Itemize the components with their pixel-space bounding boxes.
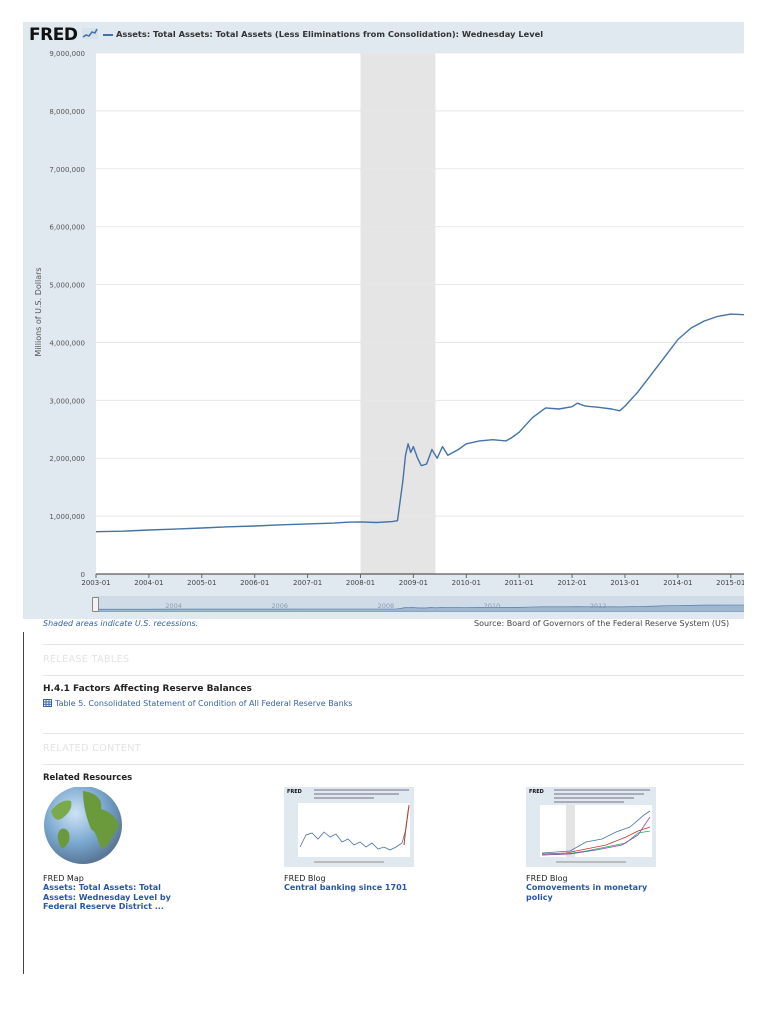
resource-type: FRED Blog <box>284 874 326 883</box>
resource-card[interactable]: FRED FRED Blog Comovements in monetary p… <box>526 787 676 902</box>
navigator-label: 2012 <box>590 602 607 610</box>
y-tick-label: 4,000,000 <box>49 339 85 347</box>
x-tick-label: 2005-01 <box>187 579 216 587</box>
navigator-label: 2004 <box>165 602 182 610</box>
svg-text:FRED: FRED <box>287 789 302 795</box>
range-navigator[interactable]: 2004 2006 2008 2010 2012 <box>93 596 753 613</box>
chart-frame: FRED Assets: Total Assets: Total Assets … <box>23 22 753 619</box>
resource-title-link[interactable]: Central banking since 1701 <box>284 883 408 892</box>
resource-card[interactable]: FRED FRED Blog Central banking since 170… <box>284 787 434 893</box>
comovements-thumbnail[interactable]: FRED <box>526 787 656 867</box>
x-tick-label: 2012-01 <box>557 579 586 587</box>
x-tick-label: 2006-01 <box>240 579 269 587</box>
legend-line-icon <box>103 34 113 36</box>
divider <box>43 733 744 734</box>
x-tick-label: 2003-01 <box>81 579 110 587</box>
recession-band <box>360 53 436 574</box>
table-icon <box>43 699 52 707</box>
resource-type: FRED Blog <box>526 874 568 883</box>
y-tick-label: 8,000,000 <box>49 108 85 116</box>
recession-note: Shaded areas indicate U.S. recessions. <box>43 619 199 628</box>
y-tick-label: 9,000,000 <box>49 50 85 58</box>
release-title: H.4.1 Factors Affecting Reserve Balances <box>43 684 252 694</box>
navigator-label: 2008 <box>378 602 395 610</box>
resource-card[interactable]: FRED Map Assets: Total Assets: Total Ass… <box>43 786 193 912</box>
navigator-handle[interactable] <box>92 597 99 612</box>
navigator-label: 2010 <box>484 602 501 610</box>
y-tick-label: 3,000,000 <box>49 397 85 405</box>
x-tick-label: 2007-01 <box>293 579 322 587</box>
x-tick-label: 2010-01 <box>452 579 481 587</box>
related-content-heading: RELATED CONTENT <box>43 743 141 754</box>
divider <box>43 764 744 765</box>
x-tick-label: 2014-01 <box>663 579 692 587</box>
y-axis-label: Millions of U.S. Dollars <box>34 267 43 356</box>
x-tick-label: 2004-01 <box>134 579 163 587</box>
svg-text:FRED: FRED <box>529 789 544 795</box>
central-banking-thumbnail[interactable]: FRED <box>284 787 414 867</box>
x-tick-label: 2008-01 <box>346 579 375 587</box>
fred-logo-graph-icon <box>82 28 98 39</box>
divider <box>43 644 744 645</box>
y-tick-label: 0 <box>81 571 85 579</box>
release-tables-heading: RELEASE TABLES <box>43 654 130 665</box>
navigator-series <box>93 604 753 613</box>
left-rule <box>23 632 24 974</box>
navigator-label: 2006 <box>271 602 288 610</box>
y-tick-label: 1,000,000 <box>49 513 85 521</box>
fred-logo[interactable]: FRED <box>29 25 78 45</box>
globe-thumbnail[interactable] <box>43 786 173 867</box>
chart-header: FRED Assets: Total Assets: Total Assets … <box>23 22 744 48</box>
resource-type: FRED Map <box>43 874 84 883</box>
x-tick-label: 2013-01 <box>610 579 639 587</box>
x-tick-label: 2015-01 <box>716 579 744 587</box>
source-note: Source: Board of Governors of the Federa… <box>474 619 730 628</box>
y-tick-label: 7,000,000 <box>49 166 85 174</box>
resource-title-link[interactable]: Comovements in monetary policy <box>526 883 648 902</box>
y-tick-label: 6,000,000 <box>49 224 85 232</box>
table-5-link-text[interactable]: Table 5. Consolidated Statement of Condi… <box>55 699 353 708</box>
chart-title: Assets: Total Assets: Total Assets (Less… <box>116 29 544 39</box>
table-5-link[interactable]: Table 5. Consolidated Statement of Condi… <box>43 699 352 708</box>
divider <box>43 675 744 676</box>
x-tick-label: 2009-01 <box>399 579 428 587</box>
y-tick-label: 5,000,000 <box>49 282 85 290</box>
series-line <box>95 313 744 533</box>
x-tick-label: 2011-01 <box>505 579 534 587</box>
related-resources-title: Related Resources <box>43 773 133 783</box>
y-tick-label: 2,000,000 <box>49 455 85 463</box>
resource-title-link[interactable]: Assets: Total Assets: Total Assets: Wedn… <box>43 883 171 911</box>
main-chart[interactable]: 0 1,000,000 2,000,000 3,000,000 4,000,000 5,0… <box>23 22 744 619</box>
